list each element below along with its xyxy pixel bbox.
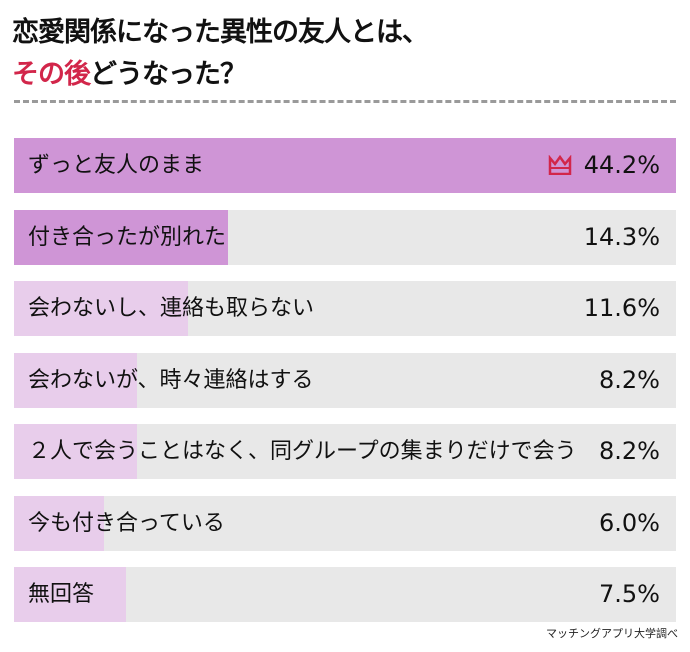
bar-label: ずっと友人のまま bbox=[28, 153, 205, 178]
bar-value: 6.0% bbox=[599, 508, 660, 537]
title-line-2: その後どうなった？ bbox=[12, 54, 428, 96]
bar bbox=[14, 567, 127, 622]
title-rest: どうなった？ bbox=[90, 59, 247, 90]
crown-icon bbox=[548, 154, 572, 176]
bar-label: 会わないし、連絡も取らない bbox=[28, 296, 315, 321]
bar-row: 今も付き合っている 6.0% bbox=[14, 495, 676, 551]
bar bbox=[14, 209, 229, 265]
bar-value: 14.3% bbox=[583, 222, 660, 251]
title-line-1: 恋愛関係になった異性の友人とは、 bbox=[12, 17, 429, 48]
bar-value: 11.6% bbox=[583, 294, 660, 322]
bar-row: 無回答 7.5% bbox=[14, 567, 676, 622]
bar-value: 8.2% bbox=[599, 437, 660, 465]
bar bbox=[14, 281, 188, 336]
bar bbox=[14, 138, 676, 193]
chart-title: 恋愛関係になった異性の友人とは、 その後どうなった？ bbox=[12, 12, 429, 96]
bar-label: 無回答 bbox=[28, 582, 95, 607]
bar-row: 会わないし、連絡も取らない 11.6% bbox=[14, 281, 676, 336]
bar-value: 44.2% bbox=[583, 151, 660, 179]
bar bbox=[14, 495, 104, 551]
bar-row: 会わないが、時々連絡はする 8.2% bbox=[14, 352, 676, 408]
bar-row: 付き合ったが別れた 14.3% bbox=[14, 209, 676, 265]
bar-value: 8.2% bbox=[599, 365, 660, 394]
bar bbox=[14, 424, 137, 479]
dashed-divider bbox=[14, 100, 676, 103]
source-note: マッチングアプリ大学調べ bbox=[546, 627, 678, 640]
bar-label: 今も付き合っている bbox=[28, 510, 225, 536]
bar-row: ２人で会うことはなく、同グループの集まりだけで会う 8.2% bbox=[14, 424, 676, 479]
title-accent: その後 bbox=[12, 59, 91, 90]
bar-label: ２人で会うことはなく、同グループの集まりだけで会う bbox=[28, 439, 577, 464]
bar bbox=[14, 352, 137, 408]
bar-value: 7.5% bbox=[599, 580, 660, 608]
bar-row: ずっと友人のまま 44.2% bbox=[14, 138, 676, 193]
bar-label: 付き合ったが別れた bbox=[28, 224, 227, 250]
bar-label: 会わないが、時々連絡はする bbox=[28, 367, 314, 393]
